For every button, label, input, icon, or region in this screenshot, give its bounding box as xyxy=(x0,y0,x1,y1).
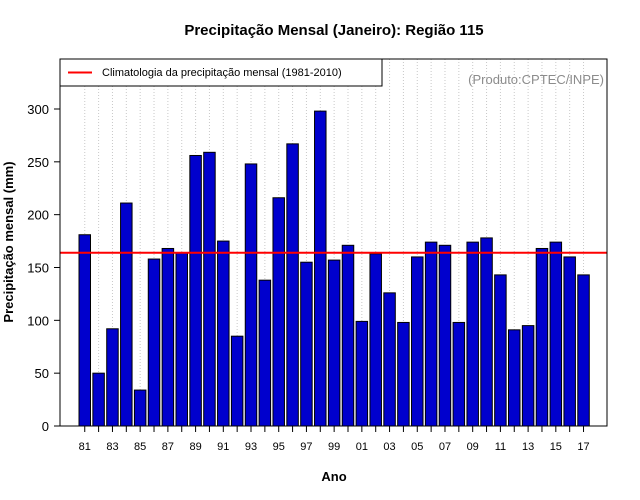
bar-12 xyxy=(508,329,521,427)
x-tick-label: 95 xyxy=(273,441,285,453)
x-tick-label: 05 xyxy=(411,441,423,453)
y-tick-label: 300 xyxy=(27,102,49,117)
x-axis-label: Ano xyxy=(321,469,346,484)
bar-15 xyxy=(549,241,563,427)
bar-05 xyxy=(411,256,424,427)
bar-86 xyxy=(147,258,161,427)
bar-89 xyxy=(189,154,202,427)
bar-84 xyxy=(120,202,133,427)
bar-11 xyxy=(494,274,507,427)
x-tick-label: 85 xyxy=(134,441,146,453)
bar-00 xyxy=(341,244,355,427)
bar-17 xyxy=(577,274,590,427)
x-tick-label: 97 xyxy=(300,441,312,453)
bar-94 xyxy=(258,279,272,427)
bar-96 xyxy=(286,143,299,427)
bar-87 xyxy=(161,247,175,427)
x-tick-label: 89 xyxy=(189,441,201,453)
y-tick-label: 250 xyxy=(27,155,49,170)
x-tick-label: 07 xyxy=(439,441,451,453)
x-tick-label: 09 xyxy=(467,441,479,453)
y-tick-label: 200 xyxy=(27,208,49,223)
bar-16 xyxy=(563,256,576,427)
bar-90 xyxy=(203,151,216,427)
bar-03 xyxy=(383,292,396,427)
bar-04 xyxy=(397,321,410,427)
bar-97 xyxy=(300,261,313,427)
x-tick-label: 83 xyxy=(106,441,118,453)
x-tick-label: 03 xyxy=(383,441,395,453)
x-tick-label: 13 xyxy=(522,441,534,453)
x-tick-label: 87 xyxy=(162,441,174,453)
x-tick-label: 01 xyxy=(356,441,368,453)
x-tick-label: 91 xyxy=(217,441,229,453)
bar-06 xyxy=(424,241,438,427)
y-axis: 0 50 100 150 200 250 300 xyxy=(27,102,60,434)
chart-title: Precipitação Mensal (Janeiro): Região 11… xyxy=(184,22,483,39)
bar-93 xyxy=(244,163,258,427)
bar-83 xyxy=(106,328,119,427)
bar-13 xyxy=(521,325,535,427)
legend-box xyxy=(59,58,383,87)
bar-07 xyxy=(438,244,452,427)
y-tick-label: 100 xyxy=(27,313,49,328)
bar-10 xyxy=(480,237,493,427)
bar-95 xyxy=(272,197,285,427)
y-tick-label: 150 xyxy=(27,260,49,275)
legend: Climatologia da precipitação mensal (198… xyxy=(59,58,383,87)
x-tick-label: 15 xyxy=(550,441,562,453)
bar-08 xyxy=(452,321,466,427)
x-tick-label: 99 xyxy=(328,441,340,453)
y-tick-label: 0 xyxy=(42,419,49,434)
bars xyxy=(78,110,590,427)
x-tick-label: 93 xyxy=(245,441,257,453)
bar-82 xyxy=(92,372,105,427)
bar-92 xyxy=(230,335,244,427)
bar-98 xyxy=(314,110,327,427)
x-tick-label: 81 xyxy=(79,441,91,453)
y-axis-label: Precipitação mensal (mm) xyxy=(1,161,16,322)
bar-01 xyxy=(355,320,369,427)
bar-88 xyxy=(175,252,188,427)
x-tick-label: 11 xyxy=(495,441,506,453)
bar-09 xyxy=(466,241,479,427)
bar-99 xyxy=(327,259,341,427)
x-axis: 81 83 85 87 89 91 93 95 97 99 01 03 05 07 09 11 13 15 17 xyxy=(79,426,590,453)
bar-02 xyxy=(369,253,382,427)
bar-14 xyxy=(535,247,549,427)
legend-label: Climatologia da precipitação mensal (198… xyxy=(102,67,342,79)
bar-85 xyxy=(133,389,147,427)
credit-text: (Produto:CPTEC/INPE) xyxy=(468,72,604,87)
bar-91 xyxy=(217,240,230,427)
x-tick-label: 17 xyxy=(577,441,589,453)
bar-81 xyxy=(78,234,91,427)
y-tick-label: 50 xyxy=(35,366,49,381)
